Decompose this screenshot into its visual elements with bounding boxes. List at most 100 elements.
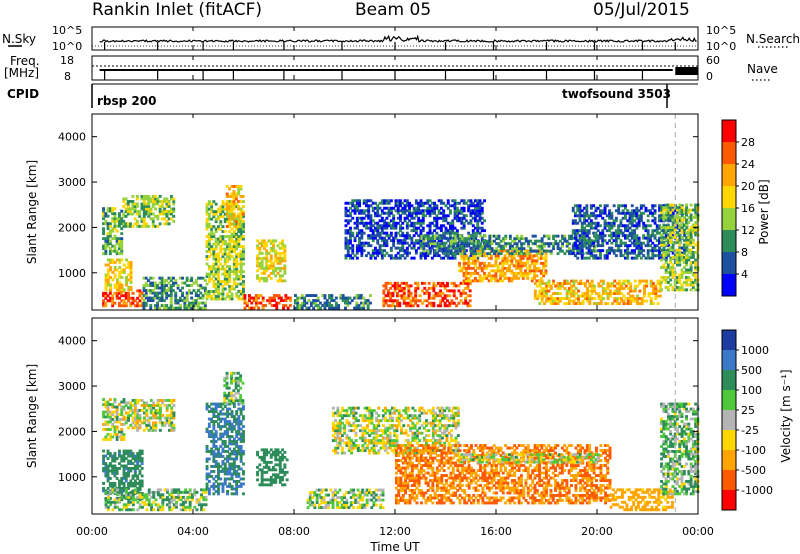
heat-cell bbox=[554, 242, 558, 246]
nsearch-label: N.Search bbox=[746, 32, 800, 46]
heat-cell bbox=[391, 294, 395, 298]
heat-cell bbox=[169, 306, 173, 310]
heat-cell bbox=[476, 226, 480, 230]
heat-cell bbox=[421, 211, 425, 215]
heat-cell bbox=[226, 272, 229, 276]
heat-cell bbox=[131, 477, 135, 480]
heat-cell bbox=[652, 289, 655, 293]
heat-cell bbox=[453, 209, 457, 213]
heat-cell bbox=[201, 294, 205, 297]
heat-cell bbox=[272, 239, 275, 243]
heat-cell bbox=[127, 266, 131, 269]
heat-cell bbox=[170, 217, 173, 221]
heat-cell bbox=[452, 294, 456, 298]
heat-cell bbox=[547, 242, 551, 246]
heat-cell bbox=[494, 274, 498, 278]
heat-cell bbox=[626, 219, 630, 223]
heat-cell bbox=[671, 234, 675, 238]
heat-cell bbox=[476, 231, 480, 235]
heat-cell bbox=[274, 251, 278, 255]
heat-cell bbox=[480, 279, 484, 283]
heat-cell bbox=[558, 292, 562, 295]
heat-cell bbox=[268, 299, 272, 302]
heat-cell bbox=[612, 219, 616, 223]
heat-cell bbox=[439, 226, 443, 230]
heat-cell bbox=[230, 212, 234, 216]
heat-cell bbox=[369, 216, 373, 220]
heat-cell bbox=[241, 212, 245, 216]
heat-cell bbox=[242, 295, 245, 298]
heat-cell bbox=[597, 302, 601, 305]
heat-cell bbox=[464, 249, 468, 253]
heat-cell bbox=[120, 479, 124, 483]
heat-cell bbox=[410, 204, 414, 208]
heat-cell bbox=[586, 294, 589, 298]
heat-cell bbox=[237, 230, 241, 233]
heat-cell bbox=[639, 219, 643, 223]
heat-cell bbox=[441, 299, 445, 303]
heat-cell bbox=[234, 192, 238, 196]
heat-cell bbox=[374, 229, 377, 233]
heat-cell bbox=[138, 482, 142, 485]
heat-cell bbox=[433, 211, 436, 215]
heat-cell bbox=[421, 301, 424, 305]
heat-cell bbox=[612, 221, 616, 225]
heat-cell bbox=[671, 206, 675, 210]
heat-cell bbox=[165, 296, 169, 300]
heat-cell bbox=[167, 200, 171, 203]
heat-cell bbox=[316, 306, 320, 310]
heat-cell bbox=[614, 229, 618, 233]
heat-cell bbox=[226, 265, 229, 268]
heat-cell bbox=[543, 292, 546, 295]
heat-cell bbox=[694, 268, 698, 272]
heat-cell bbox=[199, 306, 203, 310]
heat-cell bbox=[624, 224, 627, 228]
heat-cell bbox=[517, 259, 521, 263]
heat-cell bbox=[111, 209, 115, 213]
heat-cell bbox=[127, 411, 130, 415]
heat-cell bbox=[309, 304, 313, 307]
heat-cell bbox=[689, 266, 693, 269]
heat-cell bbox=[430, 301, 433, 305]
heat-cell bbox=[113, 219, 117, 223]
heat-cell bbox=[613, 292, 617, 295]
heat-cell bbox=[620, 284, 624, 288]
heat-cell bbox=[232, 220, 236, 224]
heat-cell bbox=[483, 199, 486, 203]
heat-cell bbox=[483, 242, 487, 246]
heat-cell bbox=[151, 217, 155, 221]
heat-cell bbox=[664, 286, 668, 289]
heat-cell bbox=[226, 215, 229, 219]
heat-cell bbox=[441, 291, 445, 295]
heat-cell bbox=[382, 299, 386, 303]
heat-cell bbox=[353, 226, 357, 230]
heat-cell bbox=[160, 205, 164, 208]
heat-cell bbox=[228, 219, 231, 223]
heat-cell bbox=[652, 282, 655, 285]
heat-cell bbox=[580, 256, 584, 260]
heat-cell bbox=[260, 261, 264, 265]
heat-cell bbox=[400, 296, 404, 300]
heat-cell bbox=[124, 224, 128, 228]
heat-cell bbox=[288, 296, 292, 300]
heat-cell bbox=[319, 306, 322, 310]
heat-cell bbox=[671, 211, 675, 215]
heat-cell bbox=[120, 288, 124, 292]
heat-cell bbox=[669, 231, 673, 234]
heat-cell bbox=[120, 438, 124, 441]
heat-cell bbox=[538, 279, 542, 283]
heat-cell bbox=[501, 271, 505, 275]
heat-cell bbox=[217, 282, 220, 286]
heat-cell bbox=[303, 299, 306, 302]
heat-cell bbox=[410, 239, 414, 243]
heat-cell bbox=[129, 210, 132, 213]
heat-cell bbox=[414, 289, 418, 293]
heat-cell bbox=[519, 266, 523, 270]
heat-cell bbox=[389, 226, 393, 230]
heat-cell bbox=[360, 219, 364, 223]
heat-cell bbox=[242, 237, 245, 241]
heat-cell bbox=[391, 284, 395, 288]
heat-cell bbox=[455, 231, 459, 235]
heat-cell bbox=[122, 435, 126, 439]
heat-cell bbox=[163, 207, 167, 211]
